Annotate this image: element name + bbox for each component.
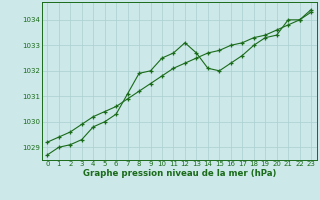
X-axis label: Graphe pression niveau de la mer (hPa): Graphe pression niveau de la mer (hPa) [83,169,276,178]
